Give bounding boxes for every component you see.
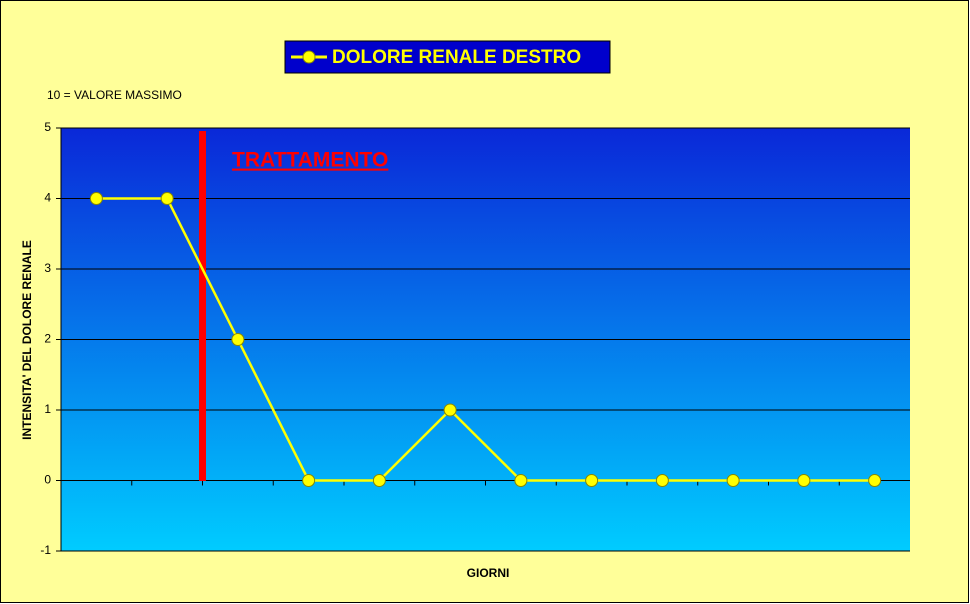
y-tick-label: 0 — [44, 473, 51, 487]
point — [726, 474, 740, 487]
legend-marker — [302, 50, 316, 64]
point — [443, 403, 457, 417]
point — [585, 474, 599, 487]
point — [655, 474, 669, 487]
point — [372, 474, 386, 487]
point — [160, 192, 174, 205]
annotation: TRATTAMENTO — [232, 149, 388, 172]
point — [89, 192, 103, 205]
note: 10 = VALORE MASSIMO — [47, 88, 182, 102]
x-axis-label: GIORNI — [467, 566, 510, 580]
y-tick-label: 1 — [44, 402, 51, 416]
point — [302, 474, 316, 487]
y-tick-label: 5 — [44, 120, 51, 134]
point — [797, 474, 811, 487]
legend-box — [284, 40, 611, 74]
point — [868, 474, 882, 487]
point — [231, 333, 245, 346]
y-axis-label: INTENSITA' DEL DOLORE RENALE — [20, 240, 34, 440]
treatment-line — [199, 131, 206, 481]
y-tick-label: 3 — [44, 261, 51, 275]
y-tick-label: -1 — [40, 543, 51, 557]
series-line — [96, 197, 875, 482]
y-tick-label: 2 — [44, 332, 51, 346]
point — [514, 474, 528, 487]
legend-label: DOLORE RENALE DESTRO — [332, 47, 581, 68]
y-tick-label: 4 — [44, 191, 51, 205]
